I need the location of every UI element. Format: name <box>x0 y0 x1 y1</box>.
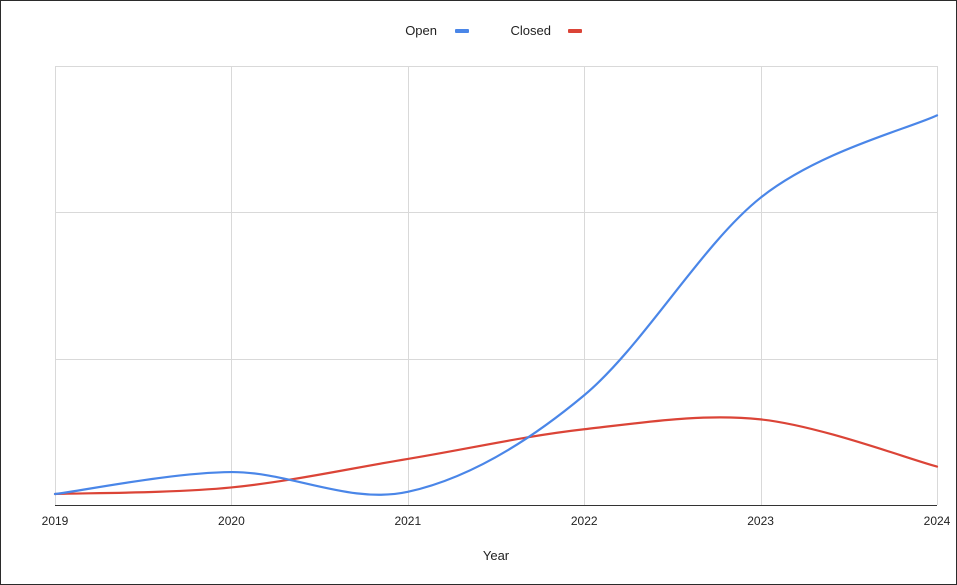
x-tick-label: 2021 <box>394 514 421 528</box>
legend-label-closed: Closed <box>511 23 551 38</box>
legend-swatch-open <box>455 29 469 33</box>
x-tick-label: 2024 <box>924 514 951 528</box>
series-line-closed <box>53 416 939 496</box>
x-tick-label: 2020 <box>218 514 245 528</box>
x-axis-ticks: 2019 2020 2021 2022 2023 2024 <box>42 514 951 528</box>
legend-label-open: Open <box>405 23 437 38</box>
series-line-open <box>53 114 939 496</box>
legend-swatch-closed <box>568 29 582 33</box>
x-axis-title: Year <box>483 548 510 563</box>
series-lines <box>53 114 939 496</box>
x-tick-label: 2022 <box>571 514 598 528</box>
x-tick-label: 2023 <box>747 514 774 528</box>
legend: Open Closed <box>405 23 582 38</box>
x-tick-label: 2019 <box>42 514 69 528</box>
grid-lines <box>55 66 938 506</box>
